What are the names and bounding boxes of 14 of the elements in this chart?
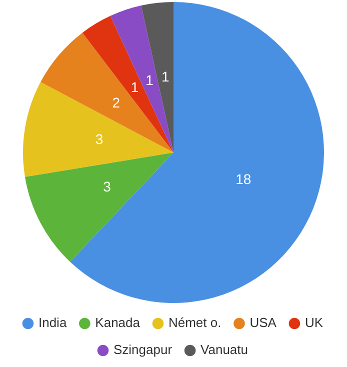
data-label: 1 — [161, 68, 170, 85]
data-label: 3 — [95, 131, 104, 148]
legend-label: UK — [304, 315, 324, 330]
legend-label: Kanada — [95, 315, 141, 330]
data-label: 2 — [112, 94, 120, 111]
data-label: 3 — [103, 178, 112, 195]
legend-label: India — [38, 315, 68, 330]
legend-label: Német o. — [168, 315, 222, 330]
legend-label: USA — [250, 315, 277, 330]
legend-label: Szingapur — [113, 342, 173, 358]
data-label: 1 — [146, 72, 154, 88]
data-label: 1 — [130, 78, 139, 95]
legend-label: Vanuatu — [200, 342, 248, 358]
data-label: 18 — [236, 171, 252, 188]
